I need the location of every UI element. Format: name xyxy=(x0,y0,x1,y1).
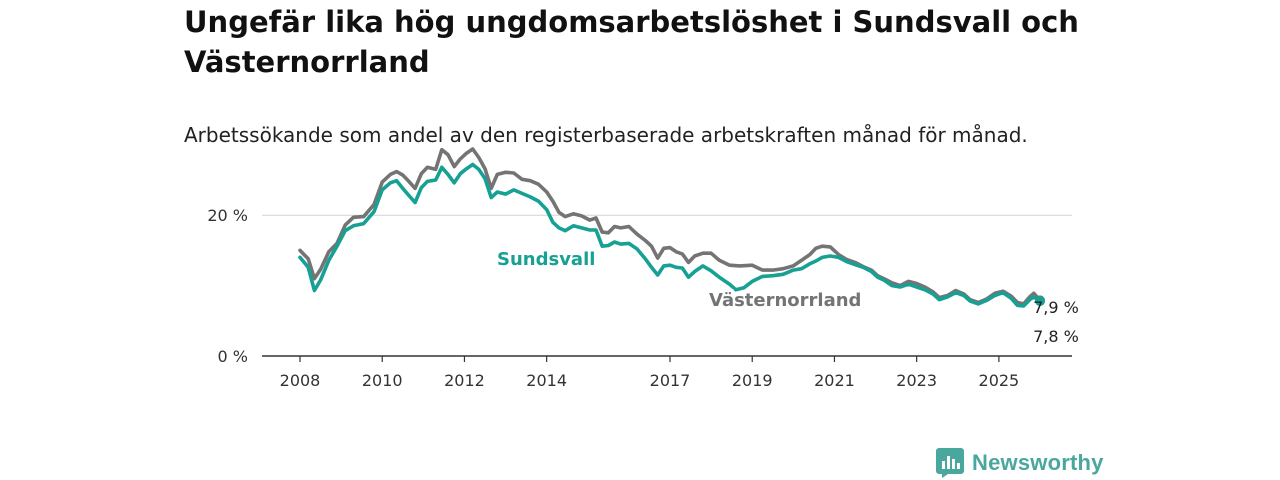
series-label-sundsvall: Sundsvall xyxy=(497,249,595,270)
x-tick-label-2021: 2021 xyxy=(814,371,855,390)
series-labels: SundsvallSundsvallVästernorrlandVästerno… xyxy=(494,246,1079,347)
series-label-vasternorrland-halo: Västernorrland xyxy=(709,290,861,311)
newsworthy-logo-icon xyxy=(936,448,964,478)
series-label-sundsvall-halo: Sundsvall xyxy=(497,249,595,270)
chart-subtitle: Arbetssökande som andel av den registerb… xyxy=(184,123,1028,147)
end-value-label-vasternorrland: 7,9 % xyxy=(1033,298,1079,317)
x-axis: 2008 2010 2012 2014 2017 2019 2021 2023 2025 xyxy=(262,355,1072,390)
x-tick-label-2025: 2025 xyxy=(979,371,1020,390)
series-end-marker-sundsvall xyxy=(1035,296,1045,307)
y-axis-ticks: 0 % 20 % xyxy=(207,206,248,366)
series-line-sundsvall xyxy=(298,162,1042,308)
brand-logo: Newsworthy xyxy=(936,446,1104,480)
x-tick-label-2023: 2023 xyxy=(896,371,937,390)
series-line-vasternorrland xyxy=(298,147,1042,306)
brand-name: Newsworthy xyxy=(972,450,1104,475)
chart-title: Ungefär lika hög ungdomsarbetslöshet i S… xyxy=(184,5,1079,79)
x-tick-label-2019: 2019 xyxy=(732,371,773,390)
x-tick-label-2012: 2012 xyxy=(444,371,485,390)
series-layer xyxy=(298,147,1045,308)
x-tick-label-2014: 2014 xyxy=(526,371,567,390)
x-tick-label-2008: 2008 xyxy=(280,371,321,390)
x-tick-label-2010: 2010 xyxy=(362,371,403,390)
series-label-vasternorrland: Västernorrland xyxy=(709,290,861,311)
y-tick-label-0: 0 % xyxy=(218,347,248,366)
y-tick-label-20: 20 % xyxy=(207,206,248,225)
x-tick-label-2017: 2017 xyxy=(650,371,691,390)
end-value-label-sundsvall: 7,8 % xyxy=(1033,327,1079,346)
